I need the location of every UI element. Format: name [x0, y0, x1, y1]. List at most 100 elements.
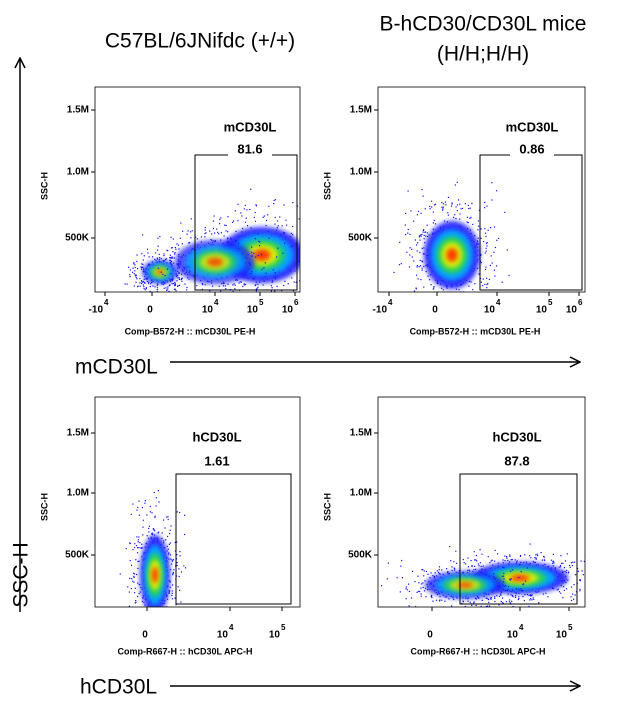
event-dot: [446, 568, 448, 570]
event-dot: [486, 245, 488, 247]
event-dot: [178, 589, 181, 591]
event-dot: [186, 233, 188, 235]
event-dot: [157, 245, 159, 247]
event-dot: [200, 308, 201, 309]
event-dot: [149, 285, 151, 288]
event-dot: [560, 592, 562, 594]
event-dot: [171, 594, 173, 597]
event-dot: [453, 598, 455, 601]
event-dot: [499, 593, 502, 595]
event-cloud: [124, 188, 320, 309]
event-dot: [510, 570, 512, 572]
density: [207, 257, 223, 267]
event-dot: [236, 303, 237, 304]
event-dot: [441, 206, 443, 208]
x-tick-label: 10: [282, 305, 294, 316]
event-dot: [153, 616, 154, 617]
event-dot: [473, 551, 475, 553]
event-dot: [456, 181, 458, 183]
event-dot: [292, 202, 294, 204]
event-dot: [465, 563, 467, 565]
event-dot: [301, 295, 302, 296]
event-dot: [469, 295, 470, 296]
event-dot: [227, 283, 229, 285]
event-dot: [471, 565, 473, 568]
event-dot: [488, 293, 489, 294]
event-dot: [295, 281, 297, 283]
event-dot: [241, 227, 244, 230]
event-dot: [127, 633, 128, 634]
event-dot: [142, 259, 144, 261]
x-axis-name: Comp-R667-H :: hCD30L APC-H: [410, 646, 545, 656]
event-dot: [176, 541, 178, 543]
event-dot: [509, 602, 512, 604]
event-dot: [471, 609, 472, 610]
event-dot: [133, 576, 135, 579]
event-dot: [494, 597, 496, 599]
event-dot: [261, 307, 262, 308]
event-dot: [252, 278, 254, 280]
event-dot: [230, 238, 232, 240]
event-dot: [423, 286, 425, 288]
event-dot: [138, 639, 139, 640]
event-dot: [516, 560, 518, 562]
event-dot: [296, 205, 299, 207]
event-dot: [580, 560, 582, 562]
event-dot: [537, 555, 539, 557]
y-tick-label: 1.0M: [67, 488, 89, 499]
event-dot: [264, 276, 266, 278]
event-dot: [476, 295, 477, 296]
event-dot: [433, 287, 435, 289]
event-dot: [148, 256, 150, 258]
event-dot: [158, 627, 159, 628]
event-dot: [447, 196, 450, 198]
event-dot: [416, 250, 418, 252]
event-dot: [178, 277, 180, 279]
event-dot: [168, 589, 170, 591]
event-dot: [482, 278, 484, 280]
gate-label-bg: [495, 454, 539, 470]
event-dot: [162, 283, 164, 286]
event-dot: [156, 249, 159, 251]
event-dot: [432, 293, 433, 294]
event-dot: [279, 216, 281, 218]
event-dot: [171, 560, 174, 562]
event-dot: [143, 286, 145, 288]
event-dot: [559, 566, 562, 568]
event-dot: [154, 612, 155, 613]
event-dot: [442, 203, 445, 205]
event-dot: [399, 241, 401, 243]
event-dot: [493, 560, 496, 562]
event-dot: [127, 586, 129, 588]
x-tick-exponent: 5: [281, 623, 286, 632]
event-dot: [165, 258, 168, 260]
event-dot: [503, 575, 505, 577]
event-dot: [406, 251, 408, 253]
event-dot: [398, 264, 401, 266]
event-dot: [486, 287, 488, 289]
x-tick-label: -10: [373, 305, 388, 316]
event-dot: [498, 237, 500, 240]
event-dot: [218, 296, 219, 297]
event-dot: [171, 608, 172, 609]
event-dot: [178, 575, 180, 578]
event-dot: [144, 502, 146, 504]
event-dot: [260, 254, 263, 256]
event-dot: [162, 613, 163, 614]
density: [510, 574, 530, 582]
event-dot: [219, 218, 221, 220]
event-dot: [477, 237, 479, 239]
event-dot: [309, 241, 310, 242]
event-dot: [218, 223, 221, 225]
event-dot: [450, 311, 451, 312]
event-dot: [272, 269, 274, 271]
event-dot: [141, 547, 143, 549]
event-dot: [422, 569, 424, 571]
event-dot: [455, 217, 457, 220]
event-dot: [218, 233, 220, 235]
event-dot: [302, 253, 303, 254]
event-dot: [501, 566, 504, 568]
event-dot: [319, 276, 320, 277]
event-dot: [491, 559, 493, 561]
event-dot: [184, 514, 186, 516]
